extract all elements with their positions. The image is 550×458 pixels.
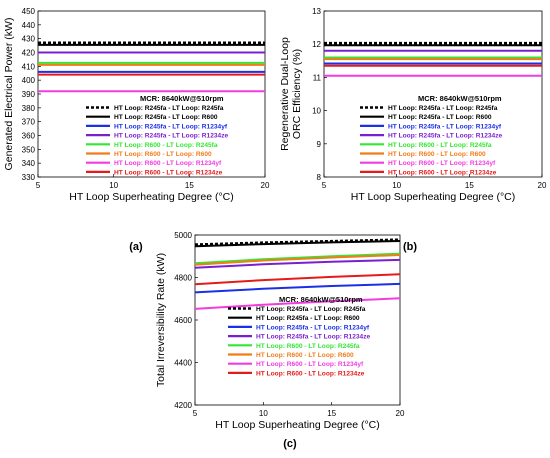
legend-entry-label: HT Loop: R600 - LT Loop: R600 [256, 352, 354, 359]
y-tick-label: 5000 [174, 231, 192, 240]
y-tick-label: 380 [22, 104, 36, 113]
x-tick-label: 20 [396, 409, 405, 418]
legend-title: MCR: 8640kW@510rpm [418, 94, 502, 103]
panel-label: (b) [403, 241, 417, 253]
y-tick-label: 400 [22, 76, 36, 85]
chart-panel-3: 4200 4400 4600 4800 5000 5 10 15 20 HT Loop Super… [155, 231, 405, 450]
y-tick-label: 10 [312, 107, 321, 116]
legend-entry-label: HT Loop: R245fa - LT Loop: R1234ze [256, 334, 371, 341]
series-line-1 [194, 238, 401, 246]
legend-entry-label: HT Loop: R600 - LT Loop: R245fa [114, 142, 218, 149]
legend-entry-label: HT Loop: R245fa - LT Loop: R600 [256, 315, 360, 322]
x-axis-title: HT Loop Superheating Degree (°C) [215, 419, 380, 431]
y-tick-label: 350 [22, 145, 36, 154]
y-tick-label: 11 [313, 73, 322, 82]
legend-entry-label: HT Loop: R245fa - LT Loop: R1234ze [388, 133, 503, 140]
y-tick-label: 410 [22, 62, 36, 71]
legend-entry-label: HT Loop: R245fa - LT Loop: R245fa [256, 306, 366, 313]
y-tick-label: 4600 [174, 316, 192, 325]
legend: MCR: 8640kW@510rpm HT Loop: R245fa - LT L… [360, 94, 503, 176]
y-tick-label: 4400 [174, 359, 192, 368]
x-tick-label: 10 [109, 181, 118, 190]
y-axis-title: Regenerative Dual-LoopORC Efficiency (%) [279, 37, 303, 151]
plot-frame [323, 10, 543, 178]
legend-entry-label: HT Loop: R245fa - LT Loop: R245fa [114, 105, 224, 112]
panel-label: (a) [129, 241, 143, 253]
x-tick-label: 10 [259, 409, 268, 418]
y-tick-label: 390 [22, 90, 36, 99]
y-tick-label: 430 [22, 35, 36, 44]
legend-entry-label: HT Loop: R600 - LT Loop: R1234yf [388, 160, 496, 167]
chart-panel-2: 8 9 10 11 12 13 5 10 15 20 HT Loop Superheating De… [279, 7, 547, 253]
legend: MCR: 8640kW@510rpm HT Loop: R245fa - LT L… [228, 295, 371, 377]
legend-title: MCR: 8640kW@510rpm [279, 295, 363, 304]
y-axis-title: Total Irreversibility Rate (kW) [155, 253, 167, 387]
y-tick-label: 420 [22, 49, 36, 58]
y-tick-label: 330 [22, 173, 36, 182]
series-line-4 [194, 258, 401, 269]
x-tick-label: 15 [185, 181, 194, 190]
x-tick-label: 10 [392, 181, 401, 190]
series-line-7 [194, 297, 401, 310]
legend-entry-label: HT Loop: R600 - LT Loop: R600 [114, 151, 212, 158]
y-tick-label: 12 [312, 40, 321, 49]
legend-entry-label: HT Loop: R600 - LT Loop: R1234ze [114, 169, 223, 176]
x-tick-label: 5 [322, 181, 327, 190]
x-tick-label: 15 [465, 181, 474, 190]
y-axis-title: Generated Electrical Power (kW) [3, 18, 15, 171]
y-tick-label: 9 [317, 140, 322, 149]
series-line-5 [194, 252, 401, 265]
series-line-6 [194, 254, 401, 266]
series-line-2 [194, 240, 401, 248]
y-axis-title-line: ORC Efficiency (%) [291, 49, 303, 139]
legend: MCR: 8640kW@510rpm HT Loop: R245fa - LT L… [86, 94, 229, 176]
legend-entry-label: HT Loop: R600 - LT Loop: R600 [388, 151, 486, 158]
legend-entry-label: HT Loop: R600 - LT Loop: R245fa [388, 142, 492, 149]
series-line-3 [194, 282, 401, 294]
y-axis-title-line: Regenerative Dual-Loop [279, 37, 291, 151]
x-tick-label: 20 [261, 181, 270, 190]
y-tick-label: 440 [22, 21, 36, 30]
legend-entry-label: HT Loop: R600 - LT Loop: R1234ze [256, 370, 365, 377]
y-tick-label: 4800 [174, 274, 192, 283]
x-axis-title: HT Loop Superheating Degree (°C) [351, 191, 516, 203]
legend-entry-label: HT Loop: R245fa - LT Loop: R600 [388, 114, 492, 121]
y-tick-label: 370 [22, 118, 36, 127]
y-tick-label: 360 [22, 132, 36, 141]
y-tick-label: 8 [317, 173, 322, 182]
legend-entry-label: HT Loop: R245fa - LT Loop: R245fa [388, 105, 498, 112]
y-tick-label: 4200 [174, 401, 192, 410]
x-tick-label: 15 [327, 409, 336, 418]
panel-label: (c) [283, 438, 297, 450]
legend-entry-label: HT Loop: R245fa - LT Loop: R1234yf [114, 123, 228, 130]
x-tick-label: 20 [538, 181, 547, 190]
legend-entry-label: HT Loop: R245fa - LT Loop: R1234yf [256, 324, 370, 331]
legend-entry-label: HT Loop: R600 - LT Loop: R1234yf [256, 361, 364, 368]
y-tick-label: 13 [312, 7, 321, 16]
legend-entry-label: HT Loop: R245fa - LT Loop: R1234yf [388, 123, 502, 130]
legend-entry-label: HT Loop: R600 - LT Loop: R1234yf [114, 160, 222, 167]
legend-entry-label: HT Loop: R600 - LT Loop: R245fa [256, 343, 360, 350]
x-axis-title: HT Loop Superheating Degree (°C) [69, 191, 234, 203]
x-tick-label: 5 [193, 409, 198, 418]
y-tick-label: 450 [22, 7, 36, 16]
x-tick-label: 5 [36, 181, 41, 190]
legend-entry-label: HT Loop: R600 - LT Loop: R1234ze [388, 169, 497, 176]
chart-panel-1: 330 340 350 360 370 380 390 400 410 420 430 440 450 5… [3, 7, 270, 253]
legend-entry-label: HT Loop: R245fa - LT Loop: R1234ze [114, 133, 229, 140]
series-line-8 [194, 273, 401, 286]
legend-title: MCR: 8640kW@510rpm [140, 94, 224, 103]
legend-entry-label: HT Loop: R245fa - LT Loop: R600 [114, 114, 218, 121]
y-tick-label: 340 [22, 159, 36, 168]
